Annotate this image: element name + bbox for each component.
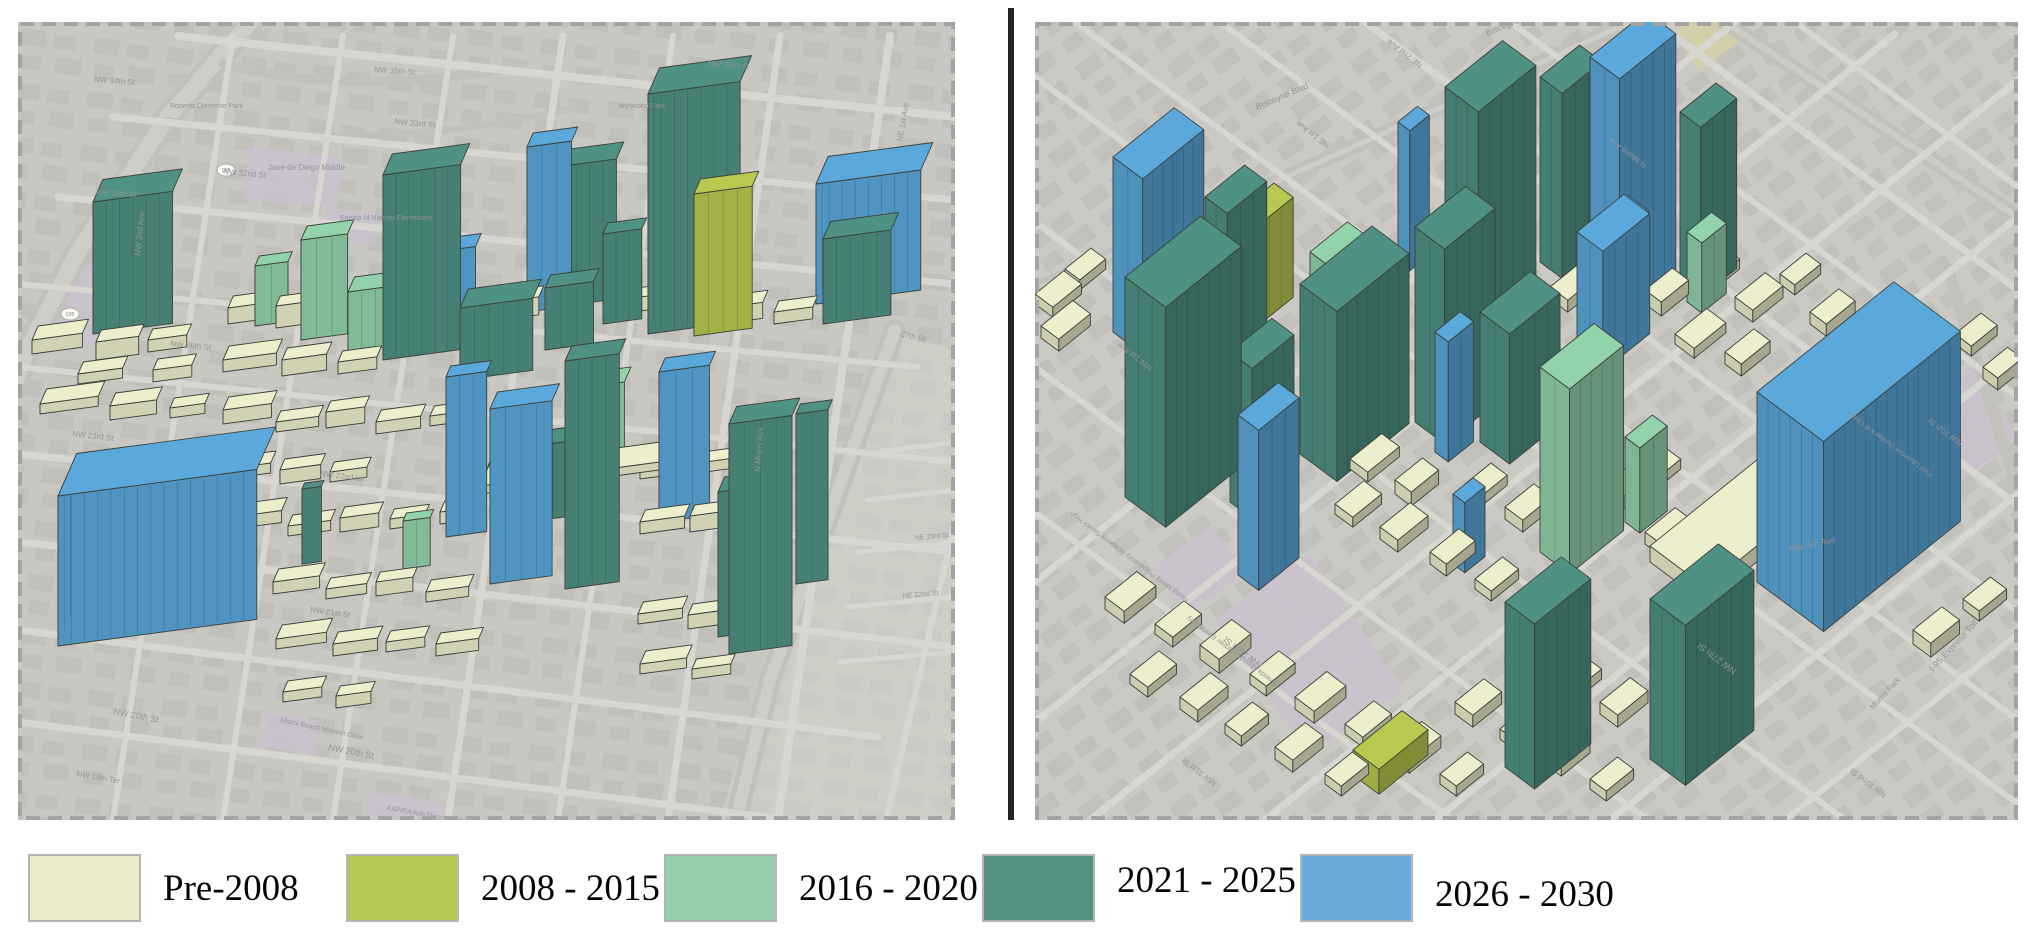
- legend-swatch-pre-2008: [28, 854, 141, 922]
- legend-item-2016-2020: 2016 - 2020: [664, 854, 978, 922]
- svg-text:NW 32nd St: NW 32nd St: [223, 167, 268, 180]
- svg-text:Roberto Clemente Park: Roberto Clemente Park: [170, 103, 244, 110]
- map-panel-left[interactable]: 195 195 NW 36th St NW 35th St NW 34th St NW 3…: [18, 22, 955, 820]
- legend-item-2021-2025: 2021 - 2025: [982, 854, 1296, 922]
- svg-text:195: 195: [221, 168, 230, 174]
- legend-swatch-2008-2015: [346, 854, 459, 922]
- legend-swatch-2021-2025: [982, 854, 1095, 922]
- legend-label: Pre-2008: [163, 867, 299, 909]
- legend-item-2026-2030: 2026 - 2030: [1300, 854, 1614, 922]
- svg-text:Wynwood Park: Wynwood Park: [618, 103, 666, 110]
- legend-label: 2021 - 2025: [1117, 859, 1296, 901]
- legend-swatch-2016-2020: [664, 854, 777, 922]
- svg-text:NE 23rd St: NE 23rd St: [915, 532, 950, 542]
- svg-text:NE 22nd St: NE 22nd St: [903, 590, 939, 600]
- svg-text:Eneida M Hartner Elementary: Eneida M Hartner Elementary: [340, 215, 433, 222]
- svg-text:NW 33rd St: NW 33rd St: [394, 117, 437, 130]
- map-render-target-left: 195 195 NW 36th St NW 35th St NW 34th St NW 3…: [18, 22, 955, 820]
- legend-label: 2026 - 2030: [1435, 873, 1614, 915]
- panel-divider: [1008, 8, 1014, 820]
- svg-text:Jose de Diego Middle: Jose de Diego Middle: [268, 163, 345, 172]
- svg-text:N Miami Ave: N Miami Ave: [753, 426, 765, 472]
- legend: Pre-2008 2008 - 2015 2016 - 2020 2021 - …: [0, 850, 2034, 940]
- legend-item-pre-2008: Pre-2008: [28, 854, 299, 922]
- legend-label: 2016 - 2020: [799, 867, 978, 909]
- svg-text:195: 195: [65, 312, 74, 318]
- svg-text:NW 35th St: NW 35th St: [374, 65, 416, 77]
- map-scene-left[interactable]: 195 195 NW 36th St NW 35th St NW 34th St NW 3…: [18, 22, 955, 820]
- svg-text:NW 30th St: NW 30th St: [96, 187, 138, 200]
- svg-text:NW 36th St: NW 36th St: [708, 59, 750, 71]
- svg-text:NW 26th St: NW 26th St: [170, 339, 212, 352]
- svg-text:NW 34th St: NW 34th St: [94, 75, 136, 87]
- legend-item-2008-2015: 2008 - 2015: [346, 854, 660, 922]
- legend-label: 2008 - 2015: [481, 867, 660, 909]
- legend-swatch-2026-2030: [1300, 854, 1413, 922]
